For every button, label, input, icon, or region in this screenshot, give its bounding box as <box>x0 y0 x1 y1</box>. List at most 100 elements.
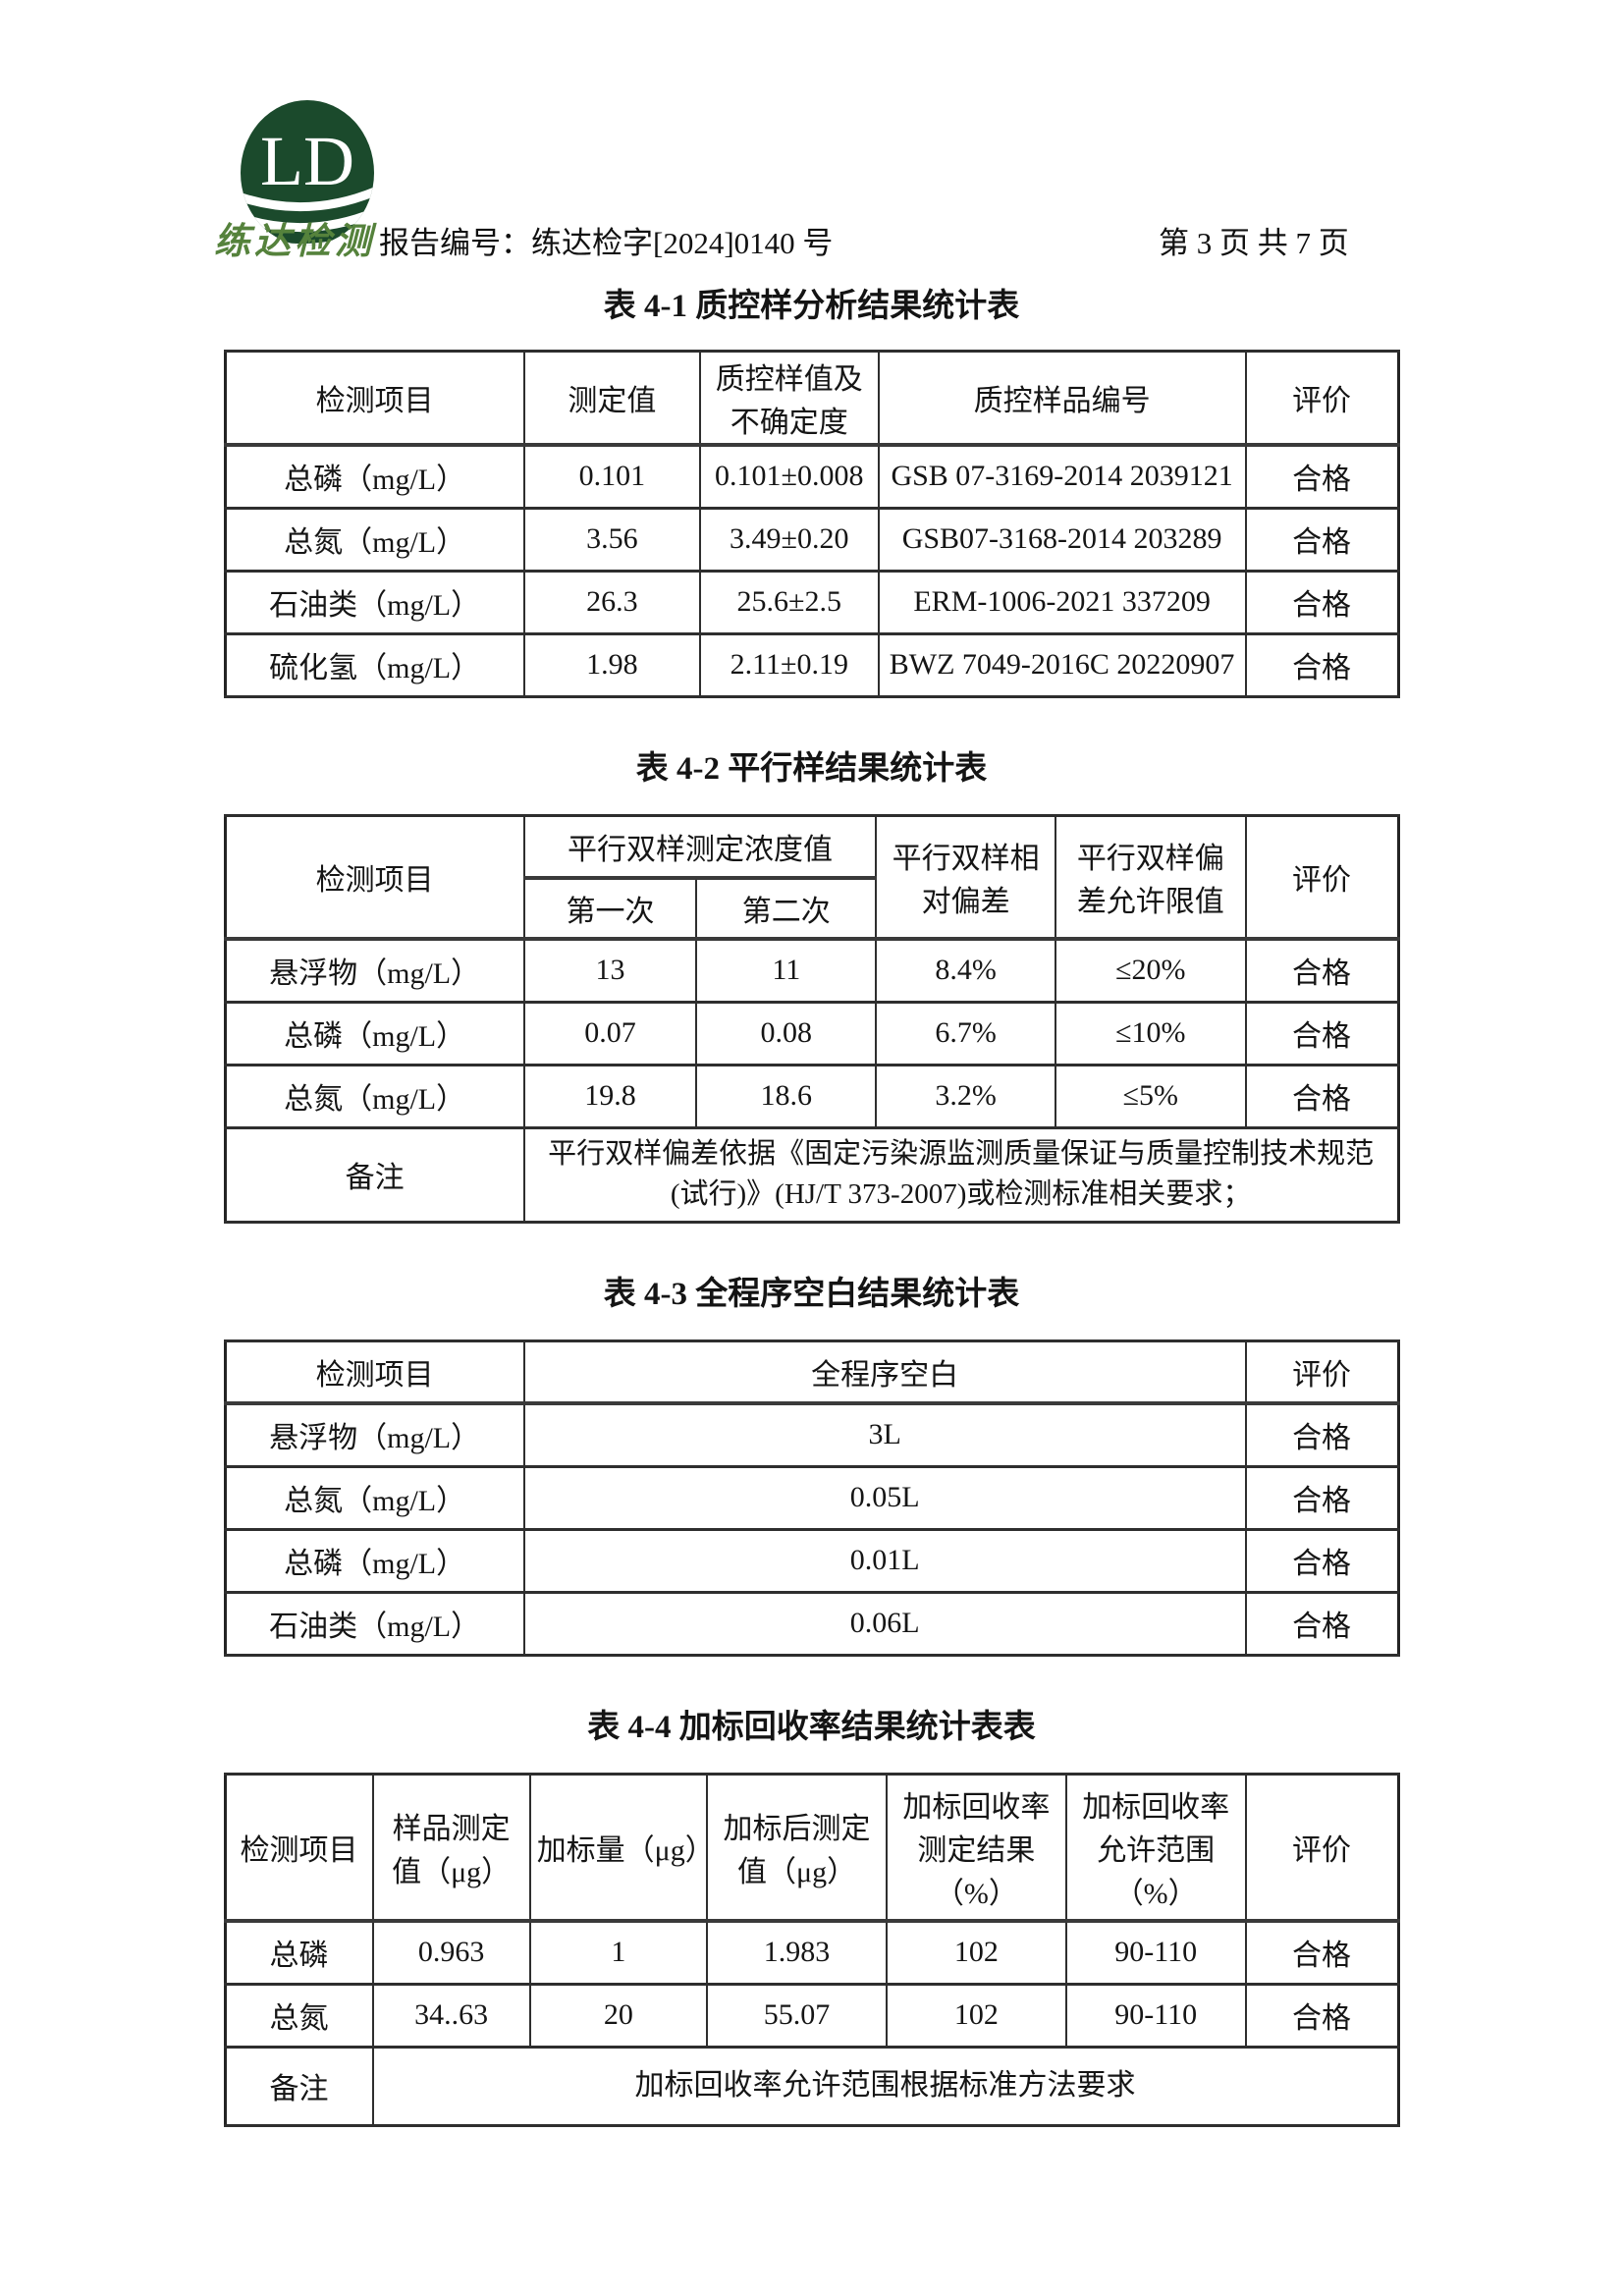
table-cell: 102 <box>885 1982 1067 2049</box>
header-cell: 样品测定值（μg） <box>371 1772 531 1923</box>
table-cell: BWZ 7049-2016C 20220907 <box>877 631 1247 698</box>
table-cell: 合格 <box>1244 937 1400 1004</box>
company-logo: LD <box>239 98 376 252</box>
table-cell: 合格 <box>1244 506 1400 573</box>
table-cell: 合格 <box>1244 443 1400 510</box>
table-row: 悬浮物（mg/L） 3L 合格 <box>224 1401 1400 1468</box>
table-cell: 合格 <box>1244 1063 1400 1129</box>
table-header-row: 检测项目 样品测定值（μg） 加标量（μg） 加标后测定值（μg） 加标回收率测… <box>224 1772 1400 1923</box>
table-cell: 0.01L <box>522 1527 1247 1594</box>
table-cell: 11 <box>695 937 878 1004</box>
table-cell: ≤10% <box>1055 1000 1247 1066</box>
table-row: 总磷（mg/L） 0.07 0.08 6.7% ≤10% 合格 <box>224 1000 1400 1066</box>
table-cell: GSB07-3168-2014 203289 <box>877 506 1247 573</box>
table-cell: 20 <box>528 1982 709 2049</box>
table-note-row: 备注 加标回收率允许范围根据标准方法要求 <box>224 2045 1400 2127</box>
note-cell: 平行双样偏差依据《固定污染源监测质量保证与质量控制技术规范(试行)》(HJ/T … <box>522 1125 1400 1224</box>
table-cell: 3.56 <box>522 506 701 573</box>
table-cell: 合格 <box>1244 1982 1400 2049</box>
table-header-row: 第一次 第二次 <box>225 876 1398 941</box>
header-cell: 测定值 <box>522 350 701 447</box>
table-cell: 1.98 <box>522 631 701 698</box>
table-cell: 合格 <box>1244 631 1400 698</box>
header-cell: 检测项目 <box>224 1772 374 1923</box>
table-cell: 总磷（mg/L） <box>224 1000 525 1066</box>
qc-sample-table: 检测项目 测定值 质控样值及不确定度 质控样品编号 评价 总磷（mg/L） 0.… <box>223 350 1400 698</box>
header-cell: 平行双样相对偏差 <box>875 813 1057 941</box>
header-cell: 评价 <box>1244 1339 1400 1405</box>
table-cell: ≤20% <box>1055 937 1247 1004</box>
table-cell: 3L <box>522 1401 1247 1468</box>
table-cell: 石油类（mg/L） <box>224 569 525 635</box>
table-cell: 合格 <box>1244 1401 1400 1468</box>
table-row: 石油类（mg/L） 26.3 25.6±2.5 ERM-1006-2021 33… <box>224 569 1400 635</box>
table-cell: 合格 <box>1244 1919 1400 1986</box>
table-3-title: 表 4-3 全程序空白结果统计表 <box>603 1276 1020 1312</box>
table-cell: 6.7% <box>875 1000 1057 1066</box>
table-cell: 3.49±0.20 <box>698 506 880 573</box>
table-cell: 0.101 <box>522 443 701 510</box>
table-cell: 25.6±2.5 <box>698 569 880 635</box>
table-cell: 1.983 <box>706 1919 888 1986</box>
table-cell: 8.4% <box>875 937 1057 1004</box>
spike-recovery-table: 检测项目 样品测定值（μg） 加标量（μg） 加标后测定值（μg） 加标回收率测… <box>223 1772 1400 2127</box>
report-number: 报告编号：练达检字[2024]0140 号 <box>379 226 834 260</box>
table-cell: 55.07 <box>706 1982 888 2049</box>
note-cell: 加标回收率允许范围根据标准方法要求 <box>371 2045 1400 2127</box>
table-row: 总氮 34..63 20 55.07 102 90-110 合格 <box>224 1982 1400 2049</box>
header-cell: 检测项目 <box>224 813 525 941</box>
table-cell: 34..63 <box>371 1982 531 2049</box>
table-row: 总氮（mg/L） 0.05L 合格 <box>224 1464 1400 1531</box>
table-2-title: 表 4-2 平行样结果统计表 <box>635 750 988 787</box>
table-cell: 合格 <box>1244 1590 1400 1657</box>
table-note-row: 备注 平行双样偏差依据《固定污染源监测质量保证与质量控制技术规范(试行)》(HJ… <box>224 1125 1400 1224</box>
note-label-cell: 备注 <box>224 2045 374 2127</box>
table-cell: 2.11±0.19 <box>698 631 880 698</box>
table-cell: 3.2% <box>875 1063 1057 1129</box>
table-cell: 悬浮物（mg/L） <box>224 937 525 1004</box>
header-cell: 评价 <box>1244 350 1400 447</box>
table-cell: 悬浮物（mg/L） <box>224 1401 525 1468</box>
parallel-sample-table: 检测项目 平行双样测定浓度值 平行双样相对偏差 平行双样偏差允许限值 评价 第一… <box>223 813 1400 1224</box>
table-cell: 合格 <box>1244 1464 1400 1531</box>
header-cell: 评价 <box>1244 813 1400 941</box>
table-4-title: 表 4-4 加标回收率结果统计表表 <box>587 1709 1036 1745</box>
table-cell: 0.963 <box>371 1919 531 1986</box>
table-cell: GSB 07-3169-2014 2039121 <box>877 443 1247 510</box>
header-cell: 加标回收率测定结果（%） <box>885 1772 1067 1923</box>
header-cell: 评价 <box>1244 1772 1400 1923</box>
logo-monogram: LD <box>260 122 354 200</box>
table-cell: 13 <box>522 937 698 1004</box>
header-cell: 第二次 <box>695 876 878 941</box>
table-row: 总磷（mg/L） 0.01L 合格 <box>224 1527 1400 1594</box>
table-cell: 0.06L <box>522 1590 1247 1657</box>
note-label-cell: 备注 <box>224 1125 525 1224</box>
table-cell: 总磷（mg/L） <box>224 443 525 510</box>
brand-text: 练达检测 <box>214 222 375 262</box>
table-cell: 0.07 <box>522 1000 698 1066</box>
table-row: 悬浮物（mg/L） 13 11 8.4% ≤20% 合格 <box>224 937 1400 1004</box>
header-cell: 质控样值及不确定度 <box>698 350 880 447</box>
page-content: 表 4-1 质控样分析结果统计表 检测项目 测定值 质控样值及不确定度 质控样品… <box>223 287 1400 2127</box>
page-header: LD 练达检测 报告编号：练达检字[2024]0140 号 第 3 页 共 7 … <box>0 0 1623 265</box>
header-cell: 平行双样偏差允许限值 <box>1055 813 1247 941</box>
table-cell: 19.8 <box>522 1063 698 1129</box>
table-header-row: 检测项目 平行双样测定浓度值 平行双样相对偏差 平行双样偏差允许限值 评价 <box>224 813 1400 941</box>
table-row: 总磷（mg/L） 0.101 0.101±0.008 GSB 07-3169-2… <box>224 443 1400 510</box>
table-cell: 总氮（mg/L） <box>224 506 525 573</box>
table-row: 总氮（mg/L） 19.8 18.6 3.2% ≤5% 合格 <box>224 1063 1400 1129</box>
table-cell: 合格 <box>1244 569 1400 635</box>
table-row: 总磷 0.963 1 1.983 102 90-110 合格 <box>224 1919 1400 1986</box>
table-cell: 90-110 <box>1064 1982 1247 2049</box>
header-cell: 第一次 <box>522 876 698 941</box>
table-cell: 总磷 <box>224 1919 374 1986</box>
page-indicator: 第 3 页 共 7 页 <box>1159 226 1349 260</box>
table-row: 石油类（mg/L） 0.06L 合格 <box>224 1590 1400 1657</box>
table-cell: ≤5% <box>1055 1063 1247 1129</box>
header-cell: 加标后测定值（μg） <box>706 1772 888 1923</box>
header-cell: 加标量（μg） <box>528 1772 715 1923</box>
table-cell: 0.05L <box>522 1464 1247 1531</box>
table-cell: 总氮 <box>224 1982 374 2049</box>
table-cell: 90-110 <box>1064 1919 1247 1986</box>
